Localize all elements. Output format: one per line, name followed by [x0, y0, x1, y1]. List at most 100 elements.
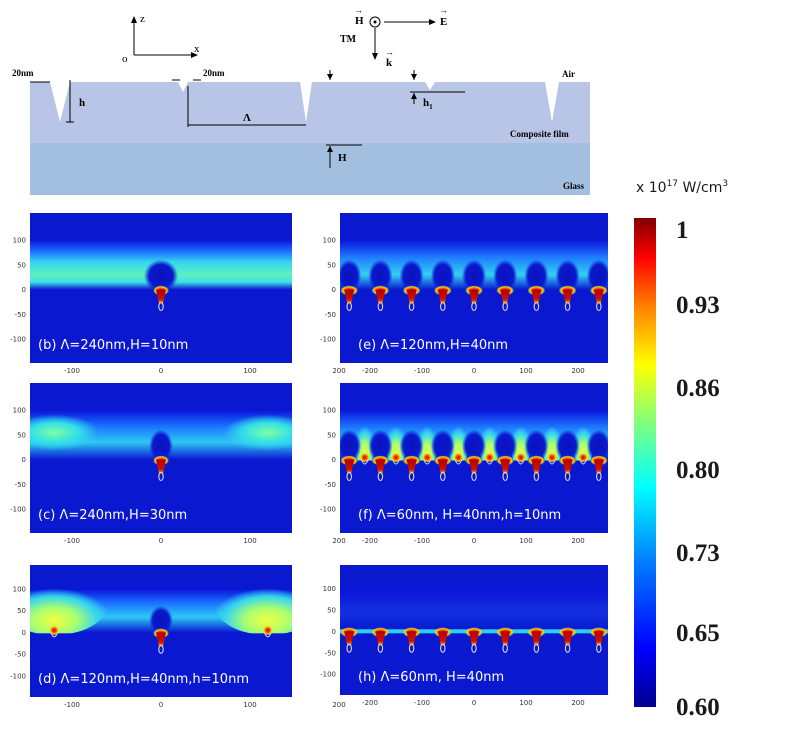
dark-lobe [340, 429, 362, 463]
x-tick-label: 100 [243, 701, 256, 709]
groove-stem [437, 631, 448, 646]
y-tick-label: -100 [320, 671, 336, 679]
groove-tip [440, 471, 446, 482]
groove-stem [531, 631, 542, 646]
x-tick-label: -200 [362, 699, 378, 707]
field-blob [30, 414, 99, 451]
panel-h: 100 50 0 -50 -100 -200 -100 0 100 200 (h) Λ=60nm, … [320, 565, 608, 707]
h-vector-arrow-glyph: → [354, 5, 363, 15]
x-tick-label: -100 [414, 537, 430, 545]
groove-tip [346, 471, 352, 482]
glass-layer [30, 143, 590, 195]
h-vector-label: H [355, 15, 364, 27]
e-vector-label: E [440, 16, 447, 28]
groove-tip [377, 471, 384, 482]
groove-tip [346, 643, 352, 653]
dark-lobe [399, 259, 424, 293]
groove-tip [471, 301, 477, 312]
y-tick-label: 100 [13, 585, 26, 593]
shallow-groove-tip [360, 459, 369, 465]
x-tick-label: -100 [64, 367, 80, 375]
field-blob [223, 414, 292, 451]
x-tick-label: 200 [332, 367, 345, 375]
panel-caption: (b) Λ=240nm,H=10nm [38, 338, 188, 353]
groove-tip [533, 301, 540, 312]
y-tick-label: 100 [323, 237, 336, 245]
colorbar-tick-label: 0.73 [676, 540, 720, 567]
x-tick-label: -100 [64, 701, 80, 709]
y-tick-label: 50 [327, 606, 336, 614]
groove-stem [531, 459, 542, 474]
y-tick-label: -100 [320, 506, 336, 514]
groove-tip [471, 471, 477, 482]
y-tick-label: 100 [323, 407, 336, 415]
colorbar-tick-label: 0.86 [676, 375, 720, 402]
groove-tip [564, 471, 571, 482]
dark-lobe [493, 429, 518, 463]
colorbar-tick-label: 0.60 [676, 694, 720, 721]
y-tick-label: -50 [325, 311, 336, 319]
panel-f: 100 50 0 -50 -100 -200 -100 0 100 200 (f) Λ=60nm, … [320, 383, 608, 545]
groove-tip [440, 301, 446, 312]
field-blob [30, 576, 107, 635]
groove-tip [346, 301, 352, 312]
groove-stem [344, 459, 355, 474]
groove-stem [344, 631, 355, 646]
shallow-groove-tip [516, 459, 525, 465]
y-tick-label: -100 [10, 506, 26, 514]
groove-stem [375, 631, 386, 646]
panel-caption: (c) Λ=240nm,H=30nm [38, 508, 187, 523]
colorbar-unit: x 1017 W/cm3 [636, 179, 728, 196]
panel-caption: (f) Λ=60nm, H=40nm,h=10nm [358, 508, 561, 523]
groove-stem [406, 289, 417, 304]
y-tick-label: 0 [22, 456, 26, 464]
groove-stem [375, 459, 386, 474]
structure-schematic: z x o H → E → k → TM 20nm 20nm h Λ h1 H … [12, 5, 590, 195]
x-tick-label: 100 [243, 367, 256, 375]
shallow-groove-hotspot [422, 452, 433, 463]
groove-stem [500, 459, 511, 474]
y-tick-label: 50 [327, 431, 336, 439]
x-tick-label: 200 [571, 699, 584, 707]
groove-tip [596, 301, 602, 312]
x-tick-label: 0 [159, 701, 163, 709]
x-tick-label: 200 [571, 537, 584, 545]
colorbar-tick-label: 0.65 [676, 620, 720, 647]
groove-stem [437, 459, 448, 474]
x-tick-label: 100 [519, 367, 532, 375]
x-tick-label: 0 [472, 699, 476, 707]
e-vector-arrow-glyph: → [439, 5, 448, 15]
field-band [340, 588, 608, 632]
y-tick-label: 100 [323, 585, 336, 593]
shallow-groove-hotspot [391, 452, 401, 463]
z-axis-label: z [140, 13, 145, 25]
glass-label: Glass [563, 181, 585, 191]
groove-stem [593, 631, 604, 646]
panel-caption: (d) Λ=120nm,H=40nm,h=10nm [38, 672, 249, 687]
x-tick-label: 0 [472, 367, 476, 375]
y-tick-label: -100 [10, 336, 26, 344]
dark-lobe [461, 429, 487, 463]
film-height-label: H [338, 152, 347, 164]
groove-tip [533, 471, 540, 482]
groove-width-mid-label: 20nm [203, 68, 225, 78]
y-tick-label: -50 [325, 481, 336, 489]
groove-tip [564, 643, 571, 653]
colorbar-tick-label: 0.93 [676, 292, 720, 319]
groove-stem [469, 289, 479, 304]
h-field-out-of-plane-icon [369, 16, 381, 28]
groove-tip [408, 643, 415, 653]
y-tick-label: 50 [17, 607, 26, 615]
groove-tip [471, 643, 477, 653]
groove-tip [533, 643, 540, 653]
x-tick-label: 100 [243, 537, 256, 545]
groove-tip [440, 643, 446, 653]
field-map-panels: 100 50 0 -50 -100 -200 -100 0 100 200 (b) Λ=240nm,… [10, 213, 608, 709]
shallow-groove-tip [392, 459, 400, 465]
x-tick-label: -200 [362, 537, 378, 545]
x-tick-label: 100 [519, 537, 532, 545]
groove-tip [408, 471, 415, 482]
groove-stem [156, 289, 166, 304]
y-tick-label: -50 [15, 311, 26, 319]
